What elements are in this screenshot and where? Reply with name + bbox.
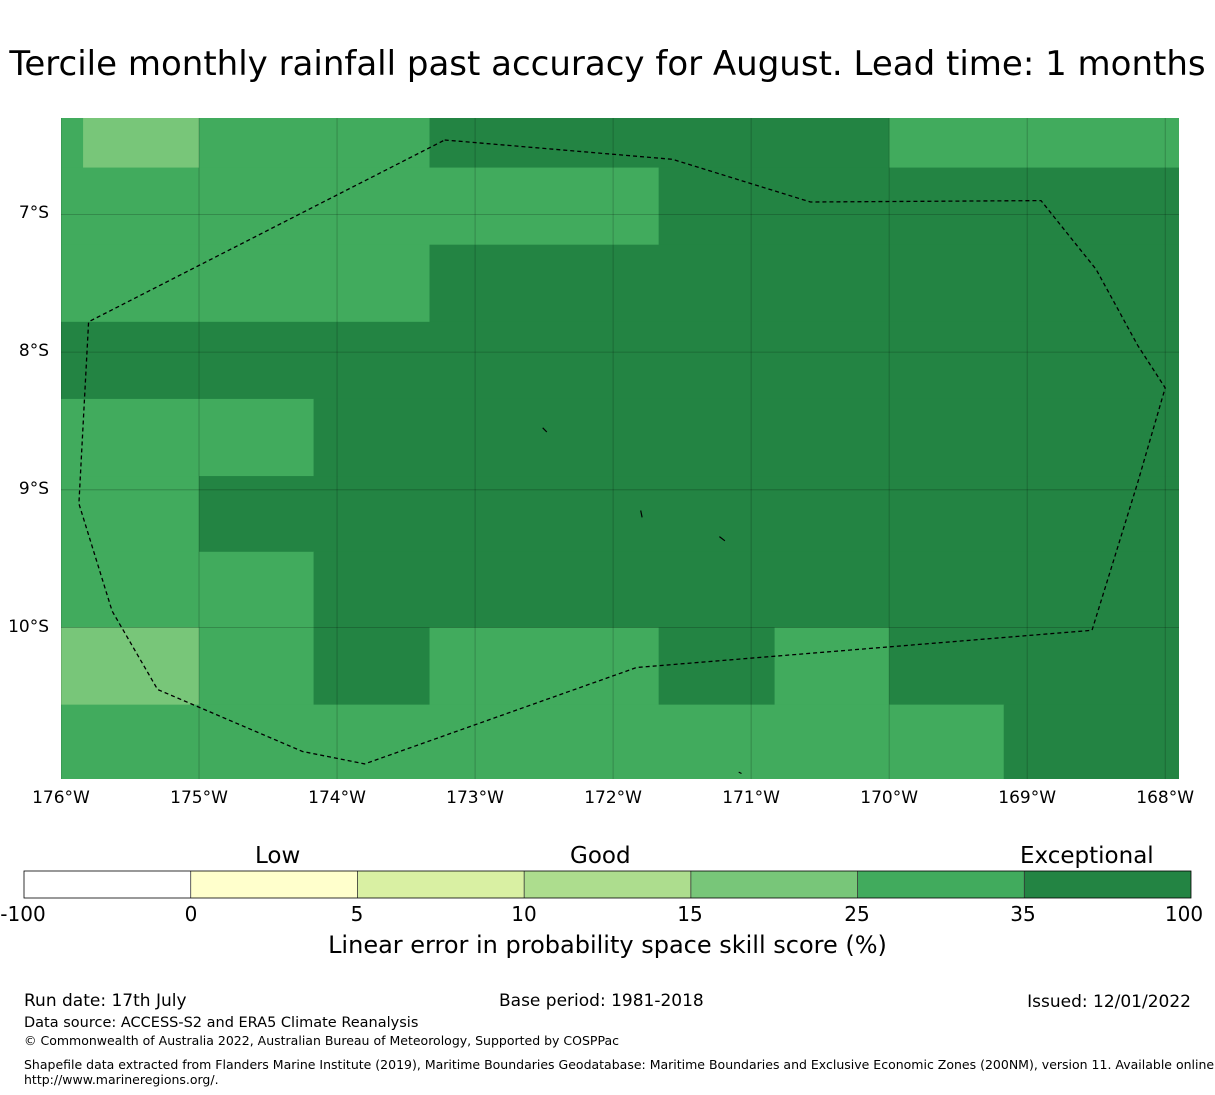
issued-date: Issued: 12/01/2022: [1027, 992, 1191, 1012]
skill-grid-cell: [774, 627, 890, 706]
colorbar-tick: 15: [677, 902, 703, 926]
colorbar-bin: [357, 871, 525, 898]
shapefile-credit: Shapefile data extracted from Flanders M…: [24, 1057, 1215, 1072]
skill-grid-cell: [199, 476, 1179, 553]
skill-grid-cell: [658, 627, 776, 706]
copyright: © Commonwealth of Australia 2022, Austra…: [24, 1033, 619, 1048]
colorbar-bin: [857, 871, 1025, 898]
colorbar-frame: [23, 870, 1192, 899]
colorbar-tick: 100: [1164, 902, 1204, 926]
map-plot-area: [61, 118, 1179, 779]
skill-grid-cell: [429, 244, 1179, 323]
base-period: Base period: 1981-2018: [499, 991, 704, 1011]
colorbar-category-good: Good: [570, 843, 631, 869]
data-source: Data source: ACCESS-S2 and ERA5 Climate …: [24, 1015, 419, 1031]
island-outline: [542, 427, 548, 433]
lat-label-9s: 9°S: [18, 478, 49, 499]
skill-grid-cell: [313, 627, 431, 706]
skill-grid-cell: [61, 118, 84, 169]
skill-grid-cell: [889, 704, 1005, 779]
colorbar-tick: 5: [350, 902, 364, 926]
lon-label-172w: 172°W: [584, 788, 642, 808]
lon-label-176w: 176°W: [32, 788, 90, 808]
colorbar-tick: -100: [0, 902, 46, 926]
skill-grid-cell: [313, 551, 1179, 629]
colorbar-tick: 0: [184, 902, 198, 926]
skill-grid-cell: [429, 118, 890, 169]
lon-label-168w: 168°W: [1136, 788, 1195, 808]
lat-label-8s: 8°S: [18, 341, 49, 362]
lat-label-10s: 10°S: [8, 616, 49, 637]
island-outline: [640, 510, 643, 518]
eez-boundary: [78, 139, 1166, 765]
colorbar-label: Linear error in probability space skill …: [328, 931, 887, 959]
skill-grid-cell: [83, 118, 200, 169]
map-title: Tercile monthly rainfall past accuracy f…: [9, 44, 1206, 84]
colorbar-category-low: Low: [255, 843, 301, 869]
lon-label-174w: 174°W: [308, 788, 366, 808]
colorbar-bins: [23, 870, 1192, 899]
skill-grid-cell: [658, 167, 1179, 246]
skill-grid-cell: [61, 476, 200, 553]
island-outline: [738, 771, 742, 775]
skill-grid-cell: [61, 704, 890, 779]
colorbar-bin: [24, 871, 191, 898]
skill-grid-cell: [61, 244, 431, 323]
lon-label-169w: 169°W: [998, 788, 1057, 808]
colorbar-bin: [190, 871, 358, 898]
shapefile-url: http://www.marineregions.org/.: [24, 1072, 219, 1087]
skill-grid-cell: [199, 627, 315, 706]
skill-grid-cell: [313, 398, 1179, 477]
colorbar-bin: [1024, 871, 1191, 898]
skill-grid-cell: [1003, 704, 1179, 779]
skill-grid-cell: [61, 551, 315, 629]
colorbar-bin: [524, 871, 691, 898]
colorbar-category-exceptional: Exceptional: [1020, 843, 1154, 869]
colorbar-bin: [690, 871, 858, 898]
lon-label-171w: 171°W: [722, 788, 780, 808]
colorbar-tick: 35: [1010, 902, 1036, 926]
island-outline: [719, 536, 726, 542]
lon-label-170w: 170°W: [860, 788, 919, 808]
skill-grid-cell: [199, 118, 431, 169]
colorbar-tick: 10: [511, 902, 537, 926]
lat-label-7s: 7°S: [18, 203, 49, 224]
skill-grid-cell: [61, 398, 315, 477]
colorbar-tick: 25: [844, 902, 870, 926]
lon-label-175w: 175°W: [170, 788, 228, 808]
skill-score-map: [61, 118, 1179, 779]
skill-grid-cell: [889, 118, 1179, 169]
run-date: Run date: 17th July: [24, 991, 187, 1011]
skill-grid-cell: [429, 627, 660, 706]
skill-grid-cell: [889, 627, 1179, 706]
skill-grid-cell: [61, 167, 660, 246]
skill-grid-cell: [61, 627, 200, 706]
lon-label-173w: 173°W: [446, 788, 504, 808]
skill-grid-cell: [61, 321, 1179, 400]
